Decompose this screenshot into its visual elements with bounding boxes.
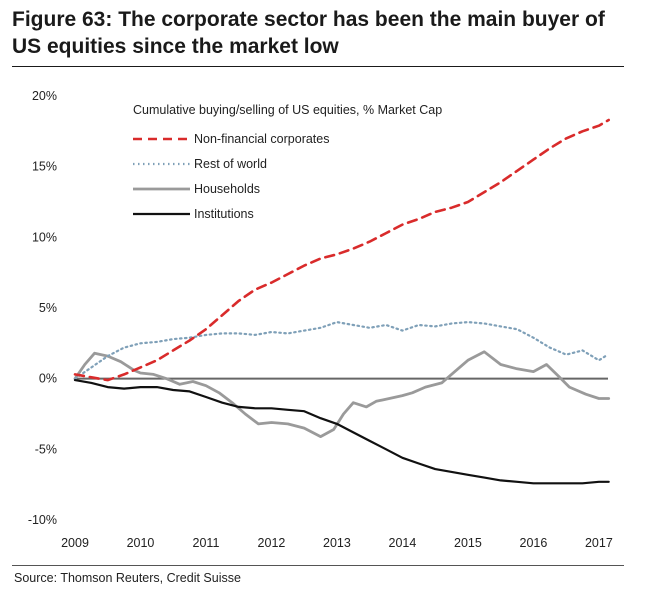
x-tick-label: 2014 — [389, 536, 417, 550]
legend-label-non-financial-corporates: Non-financial corporates — [194, 132, 330, 146]
y-tick-label: 5% — [39, 301, 57, 315]
households-line — [73, 350, 611, 439]
y-tick-label: 10% — [32, 230, 57, 244]
series-layer — [73, 118, 611, 485]
y-tick-label: 0% — [39, 372, 57, 386]
x-tick-label: 2017 — [585, 536, 613, 550]
non-financial-corporates-line — [73, 118, 611, 382]
legend: Non-financial corporates Rest of world Hou… — [133, 132, 330, 221]
y-tick-label: -10% — [28, 513, 57, 527]
x-tick-label: 2013 — [323, 536, 351, 550]
institutions-line — [73, 379, 610, 485]
x-tick-label: 2010 — [127, 536, 155, 550]
x-tick-label: 2011 — [193, 536, 220, 550]
y-tick-label: -5% — [35, 442, 57, 456]
x-tick-label: 2016 — [520, 536, 548, 550]
x-tick-label: 2012 — [258, 536, 286, 550]
source-divider — [12, 565, 624, 566]
figure-title: Figure 63: The corporate sector has been… — [12, 8, 605, 58]
x-tick-label: 2009 — [61, 536, 89, 550]
x-tick-label: 2015 — [454, 536, 482, 550]
rest-of-world-line — [73, 321, 607, 380]
y-tick-label: 20% — [32, 89, 57, 103]
legend-label-households: Households — [194, 182, 260, 196]
x-axis-ticks: 2009 2010 2011 2012 2013 2014 2015 2016 2017 — [61, 536, 613, 550]
y-tick-label: 15% — [32, 160, 57, 174]
title-divider — [12, 66, 624, 67]
legend-label-rest-of-world: Rest of world — [194, 157, 267, 171]
y-axis-ticks: 20% 15% 10% 5% 0% -5% -10% — [28, 89, 57, 527]
chart-subtitle: Cumulative buying/selling of US equities… — [133, 103, 442, 117]
legend-label-institutions: Institutions — [194, 207, 254, 221]
source-note: Source: Thomson Reuters, Credit Suisse — [14, 571, 241, 585]
